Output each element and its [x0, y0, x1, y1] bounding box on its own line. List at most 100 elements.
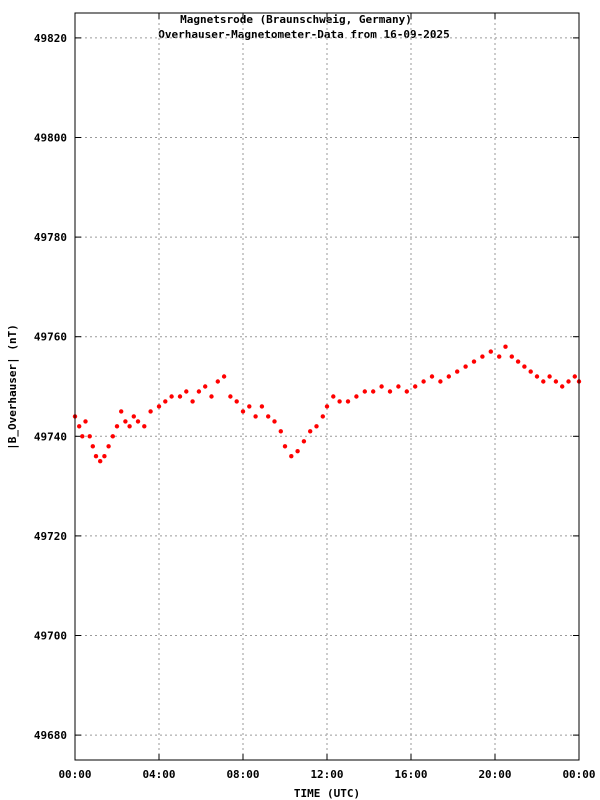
data-point — [215, 379, 220, 384]
data-point — [295, 449, 300, 454]
data-point — [234, 399, 239, 404]
y-axis-label: |B_Overhauser| (nT) — [6, 324, 19, 450]
data-point — [106, 444, 111, 449]
data-point — [308, 429, 313, 434]
data-point — [429, 374, 435, 379]
data-point — [497, 354, 502, 359]
data-point — [371, 389, 376, 394]
data-point — [379, 384, 384, 389]
data-point — [522, 364, 527, 369]
data-point — [541, 379, 546, 384]
data-point — [528, 369, 533, 374]
y-tick-label: 49780 — [34, 231, 67, 244]
data-point — [98, 459, 103, 464]
x-tick-label: 12:00 — [310, 768, 343, 781]
data-point — [421, 379, 426, 384]
data-point — [83, 419, 88, 424]
data-point — [114, 424, 120, 429]
data-point — [337, 399, 342, 404]
data-point — [253, 414, 258, 419]
grid-lines — [75, 13, 579, 760]
data-point — [90, 444, 96, 449]
data-point — [438, 379, 443, 384]
y-tick-labels: 49680 49700 49720 49740 49760 49780 49800 49820 — [34, 32, 67, 742]
data-point — [387, 389, 393, 394]
data-point — [177, 394, 183, 399]
data-point — [266, 414, 271, 419]
data-points — [72, 344, 582, 464]
data-point — [272, 419, 277, 424]
plot-frame — [74, 12, 580, 761]
data-point — [87, 434, 92, 439]
data-point — [362, 389, 367, 394]
data-point — [102, 454, 107, 459]
data-point — [345, 399, 351, 404]
chart-subtitle: Overhauser-Magnetometer-Data from 16-09-… — [158, 28, 449, 41]
data-point — [289, 454, 294, 459]
data-point — [240, 409, 246, 414]
data-point — [131, 414, 136, 419]
data-point — [471, 359, 477, 364]
data-point — [413, 384, 418, 389]
y-tick-label: 49820 — [34, 32, 67, 45]
data-point — [509, 354, 514, 359]
x-tick-label: 04:00 — [142, 768, 175, 781]
data-point — [396, 384, 401, 389]
axis-ticks — [74, 13, 580, 760]
data-point — [455, 369, 460, 374]
data-point — [560, 384, 565, 389]
y-tick-label: 49760 — [34, 331, 67, 344]
data-point — [547, 374, 552, 379]
data-point — [163, 399, 168, 404]
data-point — [80, 434, 85, 439]
data-point — [127, 424, 132, 429]
y-tick-label: 49700 — [34, 630, 67, 643]
data-point — [314, 424, 319, 429]
x-tick-label: 00:00 — [58, 768, 91, 781]
y-tick-label: 49800 — [34, 132, 67, 145]
data-point — [324, 404, 330, 409]
data-point — [123, 419, 128, 424]
data-point — [301, 439, 307, 444]
data-point — [503, 344, 508, 349]
x-tick-label: 16:00 — [394, 768, 427, 781]
data-point — [148, 409, 153, 414]
x-tick-labels: 00:00 04:00 08:00 12:00 16:00 20:00 00:00 — [58, 768, 595, 781]
data-point — [203, 384, 208, 389]
chart-title: Magnetsrode (Braunschweig, Germany) — [180, 13, 412, 26]
data-point — [184, 389, 189, 394]
data-point — [209, 394, 214, 399]
data-point — [331, 394, 336, 399]
data-point — [196, 389, 202, 394]
data-point — [553, 379, 559, 384]
data-point — [446, 374, 451, 379]
data-point — [354, 394, 359, 399]
data-point — [480, 354, 485, 359]
data-point — [119, 409, 124, 414]
x-axis-label: TIME (UTC) — [294, 787, 360, 800]
data-point — [463, 364, 468, 369]
data-point — [404, 389, 409, 394]
data-point — [282, 444, 288, 449]
data-point — [488, 349, 493, 354]
data-point — [190, 399, 195, 404]
data-point — [320, 414, 325, 419]
x-tick-label: 08:00 — [226, 768, 259, 781]
y-tick-label: 49680 — [34, 729, 67, 742]
data-point — [572, 374, 577, 379]
data-point — [566, 379, 571, 384]
data-point — [93, 454, 99, 459]
data-point — [515, 359, 521, 364]
data-point — [228, 394, 233, 399]
y-tick-label: 49740 — [34, 430, 67, 443]
data-point — [156, 404, 162, 409]
y-tick-label: 49720 — [34, 530, 67, 543]
data-point — [135, 419, 141, 424]
data-point — [142, 424, 147, 429]
x-tick-label: 20:00 — [478, 768, 511, 781]
x-tick-label: 00:00 — [562, 768, 595, 781]
data-point — [221, 374, 227, 379]
data-point — [77, 424, 82, 429]
data-point — [110, 434, 116, 439]
